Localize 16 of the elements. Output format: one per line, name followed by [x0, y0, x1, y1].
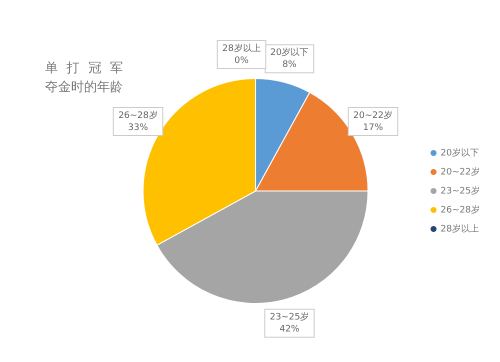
slice-label: 20岁以下 [270, 47, 309, 58]
data-label: 8% [282, 60, 298, 70]
category-label: 28岁以上 [222, 44, 261, 54]
data-label: 33% [128, 122, 148, 133]
data-label: 42% [279, 324, 300, 335]
legend-label: 28岁以上 [440, 223, 480, 234]
legend-label: 20岁以下 [440, 147, 480, 158]
text: 0% [234, 56, 249, 66]
legend-label: 20~22岁 [440, 166, 480, 178]
slice-label: 26~28岁 [118, 110, 158, 121]
data-label: 17% [363, 122, 384, 133]
text: 单打冠军夺金时的年龄 [45, 60, 123, 95]
legend-label: 26~28岁 [440, 204, 480, 216]
slice-label: 20~22岁 [353, 110, 393, 121]
legend-label: 23~25岁 [440, 185, 480, 196]
slice-label: 23~25岁 [270, 312, 310, 323]
